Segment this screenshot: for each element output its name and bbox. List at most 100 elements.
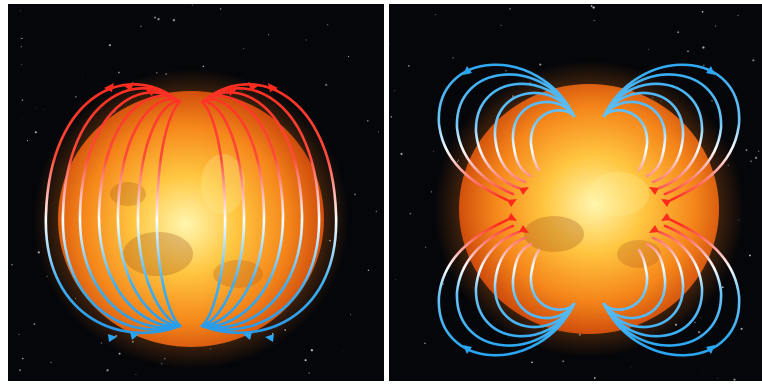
outer-arrowheads xyxy=(463,66,715,354)
star-dot xyxy=(305,39,307,41)
star-dot xyxy=(750,160,752,162)
star-dot xyxy=(304,359,307,362)
star-dot xyxy=(34,107,36,109)
star-dot xyxy=(714,25,717,27)
star-dot xyxy=(172,19,176,22)
star-dot xyxy=(737,14,739,17)
star-dot xyxy=(452,57,454,59)
star-dot xyxy=(202,65,205,68)
star-dot xyxy=(755,156,758,159)
star-dot xyxy=(308,372,310,374)
star-dot xyxy=(701,370,703,372)
star-dot xyxy=(22,357,24,360)
star-dot xyxy=(21,64,22,65)
star-dot xyxy=(118,352,121,355)
star-surface-texture xyxy=(524,172,661,268)
south-arrowheads xyxy=(108,332,274,342)
star-dot xyxy=(433,150,435,152)
star-dot xyxy=(82,76,83,78)
star-dot xyxy=(154,16,157,19)
star-dot xyxy=(108,44,111,47)
star-dot xyxy=(74,95,77,98)
star-dot xyxy=(702,64,705,67)
star-dot xyxy=(395,278,396,280)
star-dot xyxy=(268,34,270,36)
star-dot xyxy=(698,331,700,333)
star-dot xyxy=(721,286,724,289)
star-dot xyxy=(593,377,596,379)
star-dot xyxy=(509,7,511,10)
star-dot xyxy=(531,361,533,363)
right-panel-quadrupole-field xyxy=(389,4,762,381)
star-dot xyxy=(394,90,396,92)
star-dot xyxy=(117,71,120,74)
star-dot xyxy=(135,373,137,375)
dipole-field-illustration xyxy=(8,4,384,381)
star-dot xyxy=(630,366,632,368)
star-dot xyxy=(508,336,510,338)
star-dot xyxy=(701,10,704,13)
star-dot xyxy=(325,83,328,87)
star-dot xyxy=(500,24,502,26)
upper-field-loops xyxy=(437,63,741,202)
north-arrowheads xyxy=(104,82,278,96)
star-dot xyxy=(424,246,427,248)
star-dot xyxy=(562,360,565,363)
star-dot xyxy=(19,10,21,12)
star-dot xyxy=(407,64,410,67)
star-dot xyxy=(350,314,351,316)
star-dot xyxy=(442,283,444,285)
panel-divider xyxy=(384,0,389,385)
star-dot xyxy=(140,25,142,27)
star-dot xyxy=(593,20,595,21)
star-dot xyxy=(106,369,109,372)
star-dot xyxy=(733,378,736,381)
inward-arrowheads xyxy=(507,187,671,233)
star-dot xyxy=(26,140,29,142)
star-dot xyxy=(310,349,313,352)
star-dot xyxy=(19,369,21,371)
star-dot xyxy=(375,210,377,213)
star-dot xyxy=(677,31,680,34)
star-dot xyxy=(590,5,593,7)
left-panel-dipole-field xyxy=(8,4,384,381)
star-dot xyxy=(694,321,696,324)
star-dot xyxy=(700,317,702,318)
star-dot xyxy=(717,378,719,379)
star-body xyxy=(459,84,719,334)
star-dot xyxy=(243,48,245,50)
lower-field-loops xyxy=(437,218,741,357)
star-dot xyxy=(740,327,743,330)
star-dot xyxy=(367,269,370,271)
star-dot xyxy=(539,63,542,66)
star-dot xyxy=(377,131,379,133)
star-dot xyxy=(400,152,403,155)
star-dot xyxy=(389,43,390,45)
star-dot xyxy=(11,264,13,266)
star-dot xyxy=(21,37,23,40)
star-dot xyxy=(687,50,689,52)
star-dot xyxy=(758,150,760,152)
star-dot xyxy=(191,4,194,6)
star-dot xyxy=(749,254,751,257)
star-dot xyxy=(430,191,433,193)
star-dot xyxy=(50,361,52,364)
star-dot xyxy=(44,108,45,110)
star-dot xyxy=(219,8,222,10)
star-dot xyxy=(745,149,748,151)
star-dot xyxy=(367,120,369,122)
star-dot xyxy=(702,46,705,49)
quadrupole-field-illustration xyxy=(389,4,762,381)
star-dot xyxy=(434,14,436,16)
star-dot xyxy=(20,46,22,48)
star-dot xyxy=(752,59,755,62)
star-dot xyxy=(22,117,24,119)
star-dot xyxy=(33,323,36,325)
star-dot xyxy=(21,99,24,101)
star-dot xyxy=(592,6,595,9)
star-dot xyxy=(327,24,329,26)
star-dot xyxy=(157,18,160,21)
star-dot xyxy=(34,131,37,134)
star-dot xyxy=(648,48,649,50)
